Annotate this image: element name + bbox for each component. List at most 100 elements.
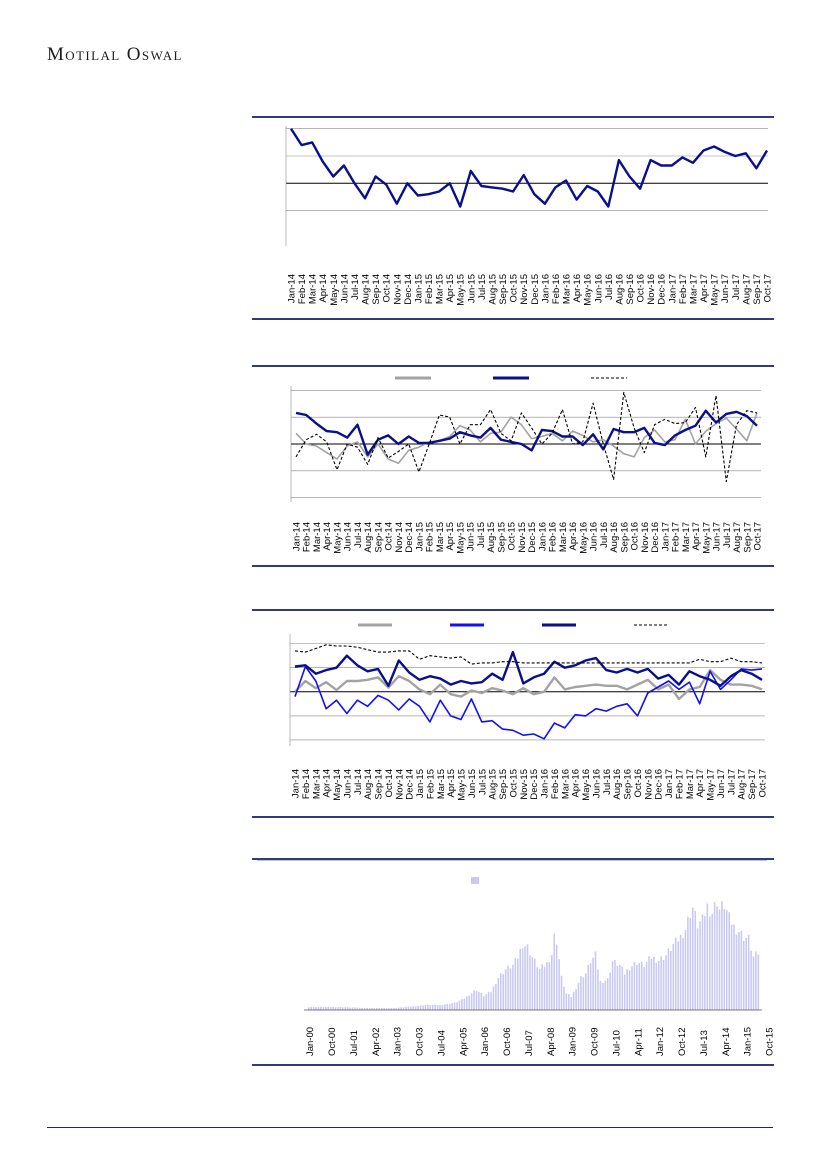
x-tick-label: May-17	[701, 522, 712, 554]
bar	[453, 1002, 456, 1010]
bar	[563, 986, 565, 1010]
x-tick-label: Apr-08	[546, 1027, 557, 1056]
x-tick-label: May-14	[332, 522, 343, 554]
bar	[451, 1003, 453, 1010]
bar	[390, 1008, 393, 1010]
bar	[551, 954, 553, 1010]
bar	[465, 996, 468, 1010]
bar	[351, 1007, 354, 1010]
x-tick-label: Sep-16	[619, 522, 630, 553]
x-tick-label: Mar-17	[688, 274, 699, 304]
bar	[337, 1007, 339, 1010]
bar	[580, 976, 582, 1010]
bar	[346, 1007, 349, 1010]
bar	[711, 913, 713, 1010]
bar	[332, 1006, 334, 1010]
x-tick-label: Jan-14	[292, 522, 303, 551]
x-tick-label: Jul-14	[353, 769, 364, 795]
bar	[623, 974, 626, 1010]
x-tick-label: Apr-17	[691, 522, 702, 551]
bar	[427, 1004, 429, 1010]
bar	[585, 973, 587, 1010]
bar	[738, 931, 740, 1010]
x-tick-label: Aug-17	[732, 522, 743, 553]
x-tick-label: Oct-17	[753, 522, 764, 551]
x-tick-label: Jul-07	[524, 1030, 535, 1056]
bar	[380, 1007, 383, 1010]
bar	[495, 984, 497, 1010]
x-tick-label: Aug-16	[609, 522, 620, 553]
bar	[463, 998, 466, 1010]
bar	[526, 944, 529, 1010]
bar	[385, 1007, 388, 1010]
bar	[604, 980, 607, 1010]
bar	[429, 1005, 432, 1010]
bar	[327, 1006, 330, 1010]
bar	[662, 959, 665, 1010]
bar	[424, 1004, 427, 1010]
series-line-2-2	[295, 391, 758, 483]
bar	[619, 964, 621, 1010]
bar	[502, 974, 504, 1010]
x-tick-label: Jan-17	[664, 769, 675, 798]
x-tick-label: Apr-15	[445, 522, 456, 551]
panel-top-rule	[252, 365, 774, 367]
x-tick-label: Sep-14	[373, 522, 384, 553]
bar	[422, 1005, 424, 1010]
x-tick-label: Mar-15	[435, 274, 446, 304]
bar	[648, 956, 650, 1010]
x-tick-label: Apr-17	[699, 274, 710, 303]
x-tick-label: Jan-15	[414, 522, 425, 551]
x-tick-label: Feb-16	[551, 274, 562, 304]
brand-logo: Motilal Oswal	[47, 44, 183, 65]
x-tick-label: Jun-14	[343, 522, 354, 551]
bar	[548, 962, 551, 1010]
x-tick-label: Oct-14	[384, 522, 395, 551]
bar	[723, 908, 726, 1010]
bar	[393, 1007, 395, 1010]
x-tick-label: Feb-14	[297, 274, 308, 304]
bar	[470, 993, 473, 1010]
bar	[334, 1007, 337, 1010]
bar	[638, 963, 641, 1010]
x-tick-label: Feb-17	[674, 769, 685, 799]
bar	[485, 994, 487, 1010]
bar	[721, 901, 723, 1010]
x-tick-label: Jan-06	[480, 1027, 491, 1056]
x-tick-label: Dec-16	[650, 522, 661, 553]
bar	[733, 924, 735, 1010]
bar	[402, 1007, 405, 1010]
bar	[706, 903, 709, 1010]
x-tick-label: May-15	[457, 769, 468, 801]
x-tick-label: Feb-15	[425, 769, 436, 799]
x-tick-label: Jun-16	[591, 769, 602, 798]
bar	[626, 969, 628, 1010]
bar	[757, 954, 760, 1010]
x-tick-label: Jan-15	[415, 769, 426, 798]
panel-top-rule	[252, 609, 774, 611]
bar	[329, 1007, 332, 1010]
x-tick-label: Jan-17	[660, 522, 671, 551]
x-tick-label: Dec-14	[405, 769, 416, 800]
x-tick-label: Nov-14	[392, 274, 403, 305]
chart-panel-4: Jan-00 Oct-00 Jul-01 Apr-02 Jan-03 Oct-03 Jul-…	[252, 858, 774, 1066]
bar	[643, 967, 645, 1010]
x-tick-label: Apr-11	[633, 1028, 644, 1056]
x-tick-label: May-14	[332, 769, 343, 801]
bar	[655, 962, 658, 1010]
chart-panel-2: Jan-14 Feb-14 Mar-14 Apr-14 May-14 Jun-14 Jul-…	[252, 365, 774, 567]
x-tick-label: Mar-17	[681, 522, 692, 552]
x-tick-label: Nov-16	[643, 769, 654, 800]
bar	[691, 907, 694, 1010]
x-tick-label: Mar-14	[311, 769, 322, 799]
x-tick-label: Jan-03	[393, 1027, 404, 1056]
x-tick-label: Jun-15	[466, 274, 477, 303]
x-tick-label: May-16	[581, 769, 592, 801]
bar	[602, 982, 604, 1010]
bar	[597, 969, 599, 1010]
bar	[645, 962, 648, 1010]
bar	[395, 1008, 398, 1010]
bar	[531, 957, 534, 1010]
x-tick-label: May-17	[710, 274, 721, 306]
x-tick-label: Oct-16	[630, 522, 641, 551]
